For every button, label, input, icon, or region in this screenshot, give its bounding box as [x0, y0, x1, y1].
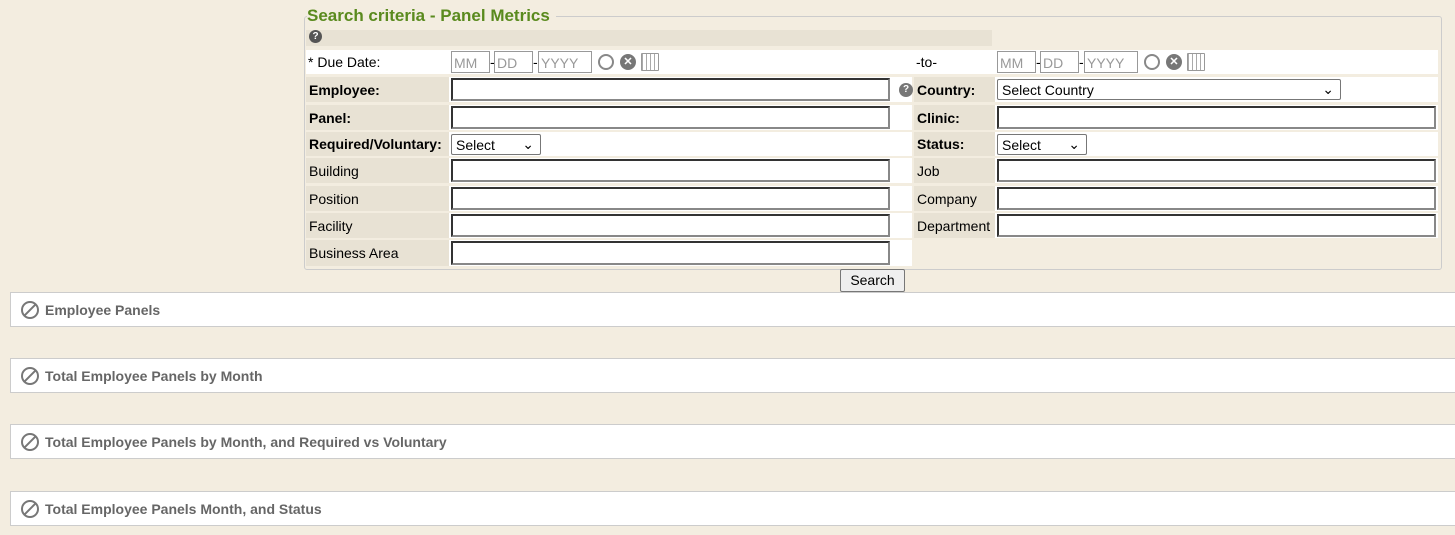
section-title: Total Employee Panels Month, and Status — [45, 500, 322, 517]
clock-icon[interactable] — [1144, 54, 1160, 70]
clock-icon[interactable] — [598, 54, 614, 70]
position-label: Position — [306, 186, 449, 211]
employee-input[interactable] — [451, 78, 890, 101]
panel-label: Panel: — [306, 105, 449, 130]
section-title: Employee Panels — [45, 301, 161, 318]
country-label: Country: — [914, 77, 995, 102]
position-input[interactable] — [451, 187, 890, 210]
date-separator: - — [490, 54, 495, 70]
chevron-down-icon: ⌄ — [1322, 81, 1334, 97]
help-icon[interactable]: ? — [899, 83, 913, 97]
to-label: -to- — [916, 54, 937, 70]
day-placeholder: DD — [497, 55, 518, 71]
month-placeholder: MM — [1000, 55, 1024, 71]
panel-input[interactable] — [451, 106, 890, 129]
date-to-day-input[interactable]: DD — [1040, 51, 1079, 73]
help-row: ? — [306, 30, 992, 46]
year-placeholder: YYYY — [541, 55, 579, 71]
date-separator: - — [1036, 54, 1041, 70]
chevron-down-icon: ⌄ — [1068, 136, 1080, 152]
section-title: Total Employee Panels by Month, and Requ… — [45, 433, 447, 450]
collapse-icon[interactable] — [21, 432, 39, 451]
collapse-icon[interactable] — [21, 366, 39, 385]
employee-label: Employee: — [306, 77, 449, 102]
date-from-month-input[interactable]: MM — [451, 51, 490, 73]
year-placeholder: YYYY — [1087, 55, 1125, 71]
required-voluntary-label: Required/Voluntary: — [306, 132, 449, 156]
job-label: Job — [914, 158, 995, 183]
department-input[interactable] — [997, 214, 1436, 237]
collapse-icon[interactable] — [21, 499, 39, 518]
due-date-label: * Due Date: — [308, 54, 381, 70]
date-separator: - — [1079, 54, 1084, 70]
collapse-icon[interactable] — [21, 300, 39, 319]
clinic-input[interactable] — [997, 106, 1436, 129]
collapsible-section[interactable]: Total Employee Panels by Month — [10, 358, 1455, 393]
collapsible-section[interactable]: Total Employee Panels Month, and Status — [10, 491, 1455, 526]
date-from-year-input[interactable]: YYYY — [538, 51, 592, 73]
date-to-month-input[interactable]: MM — [997, 51, 1036, 73]
collapsible-section[interactable]: Employee Panels — [10, 292, 1455, 327]
status-select[interactable]: Select ⌄ — [997, 134, 1087, 155]
building-label: Building — [306, 158, 449, 183]
date-from-day-input[interactable]: DD — [494, 51, 533, 73]
section-title: Total Employee Panels by Month — [45, 367, 263, 384]
status-select-value: Select — [1002, 136, 1041, 153]
calendar-icon[interactable] — [641, 53, 659, 71]
company-input[interactable] — [997, 187, 1436, 210]
clear-icon[interactable]: ✕ — [620, 54, 636, 70]
business-area-input[interactable] — [451, 241, 890, 265]
day-placeholder: DD — [1043, 55, 1064, 71]
country-select-value: Select Country — [1002, 81, 1094, 98]
fieldset-title: Search criteria - Panel Metrics — [307, 6, 556, 26]
company-label: Company — [914, 186, 995, 211]
status-label: Status: — [914, 132, 995, 156]
search-button[interactable]: Search — [840, 269, 905, 292]
collapsible-section[interactable]: Total Employee Panels by Month, and Requ… — [10, 424, 1455, 459]
job-input[interactable] — [997, 159, 1436, 182]
country-select[interactable]: Select Country ⌄ — [997, 79, 1341, 100]
department-label: Department — [914, 213, 995, 238]
clear-icon[interactable]: ✕ — [1166, 54, 1182, 70]
help-icon[interactable]: ? — [309, 30, 322, 43]
facility-label: Facility — [306, 213, 449, 238]
date-to-year-input[interactable]: YYYY — [1084, 51, 1138, 73]
required-voluntary-select[interactable]: Select ⌄ — [451, 134, 541, 155]
month-placeholder: MM — [454, 55, 478, 71]
business-area-label: Business Area — [306, 240, 449, 266]
building-input[interactable] — [451, 159, 890, 182]
chevron-down-icon: ⌄ — [522, 136, 534, 152]
clinic-label: Clinic: — [914, 105, 995, 130]
required-voluntary-select-value: Select — [456, 136, 495, 153]
calendar-icon[interactable] — [1187, 53, 1205, 71]
date-separator: - — [533, 54, 538, 70]
facility-input[interactable] — [451, 214, 890, 237]
